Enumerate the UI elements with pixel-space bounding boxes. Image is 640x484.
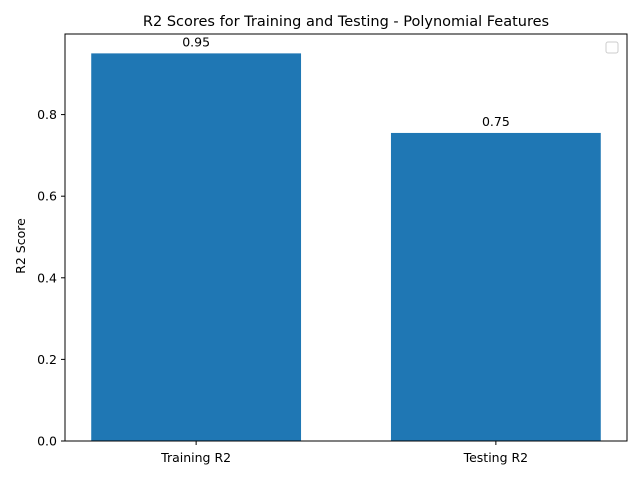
bar-training-r2 xyxy=(91,53,302,441)
x-tick-label: Training R2 xyxy=(160,450,231,465)
y-axis-label: R2 Score xyxy=(13,218,28,274)
chart-title: R2 Scores for Training and Testing - Pol… xyxy=(143,14,549,30)
x-axis-ticks: Training R2 Testing R2 xyxy=(160,441,528,465)
y-tick-label: 0.0 xyxy=(37,434,57,449)
y-tick-label: 0.8 xyxy=(37,107,57,122)
y-axis-ticks: 0.0 0.2 0.4 0.6 0.8 xyxy=(37,107,65,449)
axes-border xyxy=(64,33,628,442)
data-label: 0.75 xyxy=(482,114,510,129)
y-tick-label: 0.6 xyxy=(37,189,57,204)
data-label: 0.95 xyxy=(182,34,210,49)
axes-frame xyxy=(64,33,628,442)
y-tick-label: 0.4 xyxy=(37,270,57,285)
data-labels-layer: 0.95 0.75 xyxy=(182,34,510,129)
x-tick-label: Testing R2 xyxy=(463,450,529,465)
y-tick-label: 0.2 xyxy=(37,352,57,367)
legend-box xyxy=(605,41,619,54)
bars-layer xyxy=(91,53,601,441)
bar-testing-r2 xyxy=(390,132,601,441)
